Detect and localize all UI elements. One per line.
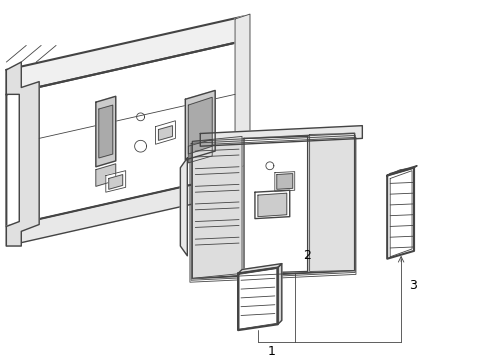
Polygon shape [6,62,39,246]
Polygon shape [188,97,212,154]
Polygon shape [277,174,293,189]
Polygon shape [6,173,245,246]
Polygon shape [235,14,250,170]
Polygon shape [185,90,215,160]
Text: 3: 3 [409,279,417,292]
Polygon shape [155,121,175,144]
Polygon shape [96,96,116,167]
Polygon shape [192,136,242,278]
Polygon shape [6,41,245,226]
Polygon shape [109,175,122,189]
Polygon shape [6,16,245,94]
Polygon shape [387,168,414,259]
Polygon shape [96,164,116,186]
Polygon shape [238,267,278,330]
Polygon shape [278,264,282,324]
Polygon shape [99,105,113,158]
Polygon shape [310,134,354,271]
Polygon shape [244,136,308,273]
Polygon shape [192,134,354,278]
Polygon shape [200,126,362,146]
Polygon shape [106,171,125,192]
Polygon shape [188,139,212,163]
Polygon shape [158,126,172,140]
Polygon shape [258,193,287,217]
Text: 2: 2 [303,249,311,262]
Polygon shape [238,264,282,273]
Polygon shape [275,172,294,191]
Polygon shape [387,166,417,176]
Text: 1: 1 [268,345,276,358]
Polygon shape [180,158,187,256]
Polygon shape [255,190,290,219]
